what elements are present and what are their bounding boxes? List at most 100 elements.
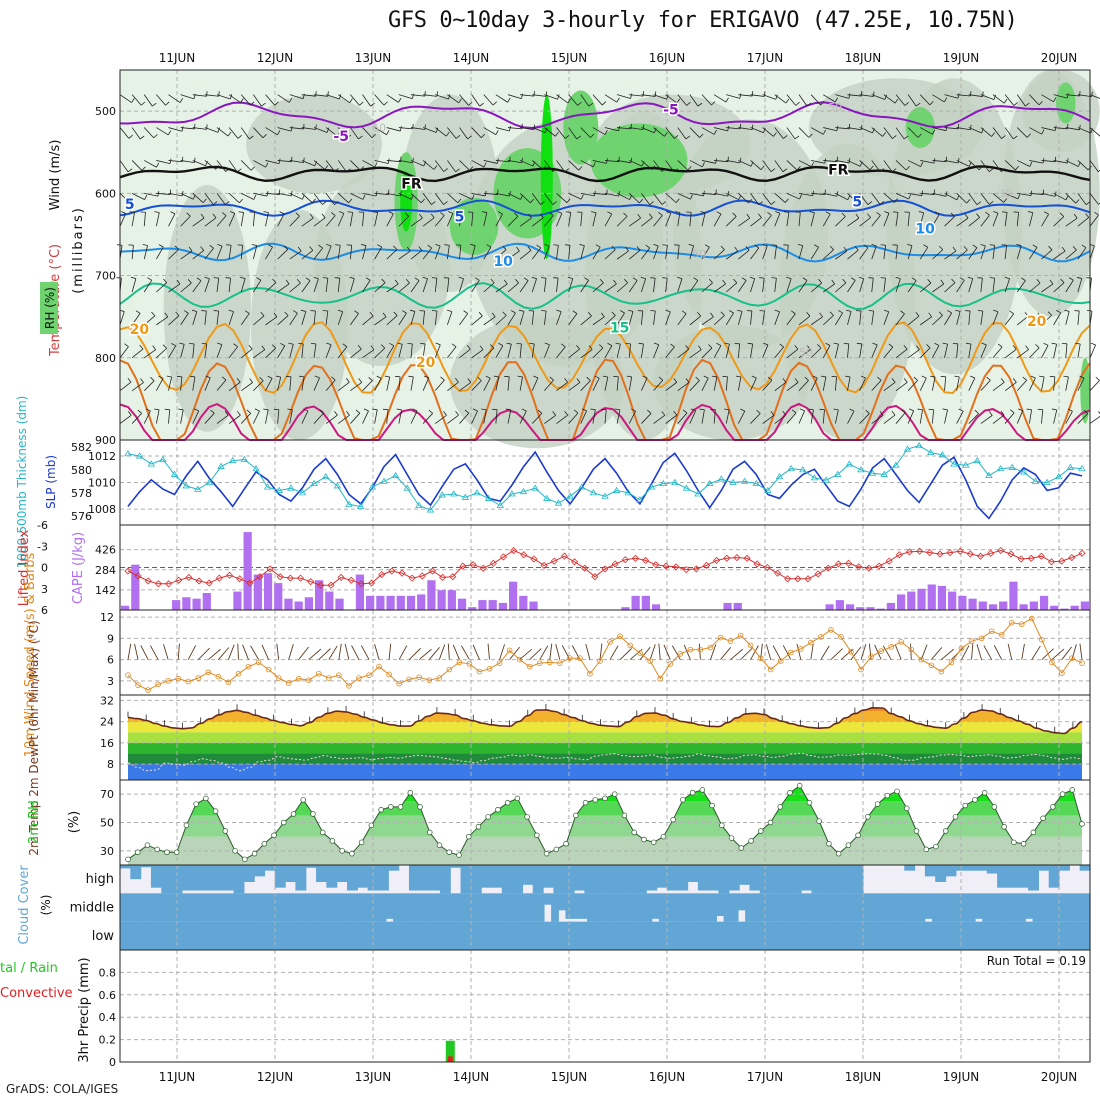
wind-barb-flag <box>233 343 238 348</box>
cape-bar <box>876 608 885 610</box>
wind-barb-flag <box>430 213 435 218</box>
wind-barb-flag <box>940 279 945 285</box>
wind-barb <box>640 278 646 293</box>
wind-barb <box>968 413 979 424</box>
wind-barb-flag <box>455 168 460 173</box>
cloud-cell <box>630 893 638 922</box>
wind-barb <box>204 217 217 227</box>
wind-barb-flag <box>794 345 799 350</box>
cloud-cell <box>457 893 466 922</box>
cape-bar <box>631 595 640 610</box>
wind-barb <box>1053 376 1056 391</box>
wind-barb-flag <box>273 312 278 318</box>
wind-barb <box>313 94 328 97</box>
wind-barb-flag <box>326 127 330 133</box>
precip-legend-convective: Convective <box>0 986 73 1001</box>
wind-barb <box>774 94 787 104</box>
wind-barb-flag <box>296 279 301 284</box>
wind-barb <box>1041 376 1045 391</box>
wind-barb <box>410 127 425 130</box>
wind-barb-flag <box>347 211 353 213</box>
cape-bar <box>845 604 855 610</box>
wind-barb <box>386 249 398 260</box>
wind-speed-point <box>787 649 794 656</box>
wind-barb-flag <box>607 342 613 346</box>
wind-barb-flag <box>782 168 788 173</box>
thickness-point <box>368 483 377 490</box>
wind-barb <box>592 378 600 391</box>
cloud-cell <box>939 893 947 922</box>
wind-barb <box>835 127 850 130</box>
wind-barb-flag <box>435 127 439 133</box>
cloud-cell <box>1061 893 1070 922</box>
wind-barb-flag <box>794 135 800 140</box>
wind-barb <box>604 249 616 260</box>
cloud-cell <box>740 921 749 950</box>
wind-barb <box>1077 343 1081 358</box>
wind-barb-flag <box>362 194 366 200</box>
cloud-cell <box>333 921 342 950</box>
wind-barb-10m <box>1051 648 1065 660</box>
cloud-cell <box>335 893 344 922</box>
wind-barb <box>362 127 373 139</box>
wind-barb <box>422 278 428 293</box>
wind-barb <box>507 216 519 227</box>
wind-barb <box>762 215 772 227</box>
wind-barb <box>665 381 678 391</box>
thickness-point <box>287 484 295 491</box>
cloud-cell <box>594 865 606 894</box>
wind-barb <box>859 160 871 171</box>
cloud-cell <box>376 921 385 950</box>
wind-barb <box>835 192 848 201</box>
wind-barb-flag <box>384 375 390 378</box>
wind-barb-flag <box>923 244 929 248</box>
cloud-cell <box>547 921 556 950</box>
wind-barb-flag <box>729 310 734 314</box>
wind-barb <box>980 380 991 391</box>
cloud-cell <box>625 865 637 894</box>
wind-barb-flag <box>1026 408 1032 411</box>
wind-barb <box>507 94 522 99</box>
wind-barb-flag <box>222 212 227 216</box>
wind-barb-flag <box>955 309 961 312</box>
wind-barb <box>483 127 497 135</box>
wind-barb <box>944 216 955 227</box>
lifted-index-point <box>144 577 152 585</box>
wind-barb-flag <box>290 126 293 132</box>
cloud-cell <box>752 893 761 922</box>
wind-barb-flag <box>630 408 636 412</box>
wind-barb-flag <box>354 310 359 314</box>
wind-barb <box>992 346 1003 359</box>
rh-point <box>368 822 375 829</box>
wind-barb <box>325 245 332 260</box>
wind-barb-flag <box>1068 277 1074 281</box>
cloud-cell <box>790 921 799 950</box>
wind-barb <box>337 245 341 260</box>
wind-barb-flag <box>1085 213 1090 218</box>
wind-barb-flag <box>147 277 152 281</box>
wind-barb-10m <box>447 643 450 660</box>
thickness-point <box>531 484 539 491</box>
wind-barb <box>374 409 378 424</box>
wind-barb-flag <box>695 376 700 381</box>
wind-barb <box>240 160 252 171</box>
wind-barb-flag <box>863 244 869 249</box>
wind-barb <box>168 192 183 197</box>
wind-barb-flag <box>495 130 499 135</box>
wind-barb <box>1017 349 1029 359</box>
cloud-cell <box>656 865 668 888</box>
lifted-index-point <box>449 573 457 581</box>
cloud-cell <box>728 865 740 891</box>
cloud-cell <box>553 865 565 894</box>
wind-barb <box>677 94 687 106</box>
cloud-cell <box>428 893 437 922</box>
temp-10-contour <box>119 242 1091 263</box>
cloud-cell <box>298 921 307 950</box>
date-label-bottom: 19JUN <box>943 1070 980 1084</box>
wind-barb <box>980 94 995 100</box>
wind-barb <box>907 94 917 107</box>
wind-barb <box>531 377 539 391</box>
rh-high-area <box>449 197 499 256</box>
cloud-cell <box>407 893 416 922</box>
wind-barb <box>713 315 725 326</box>
